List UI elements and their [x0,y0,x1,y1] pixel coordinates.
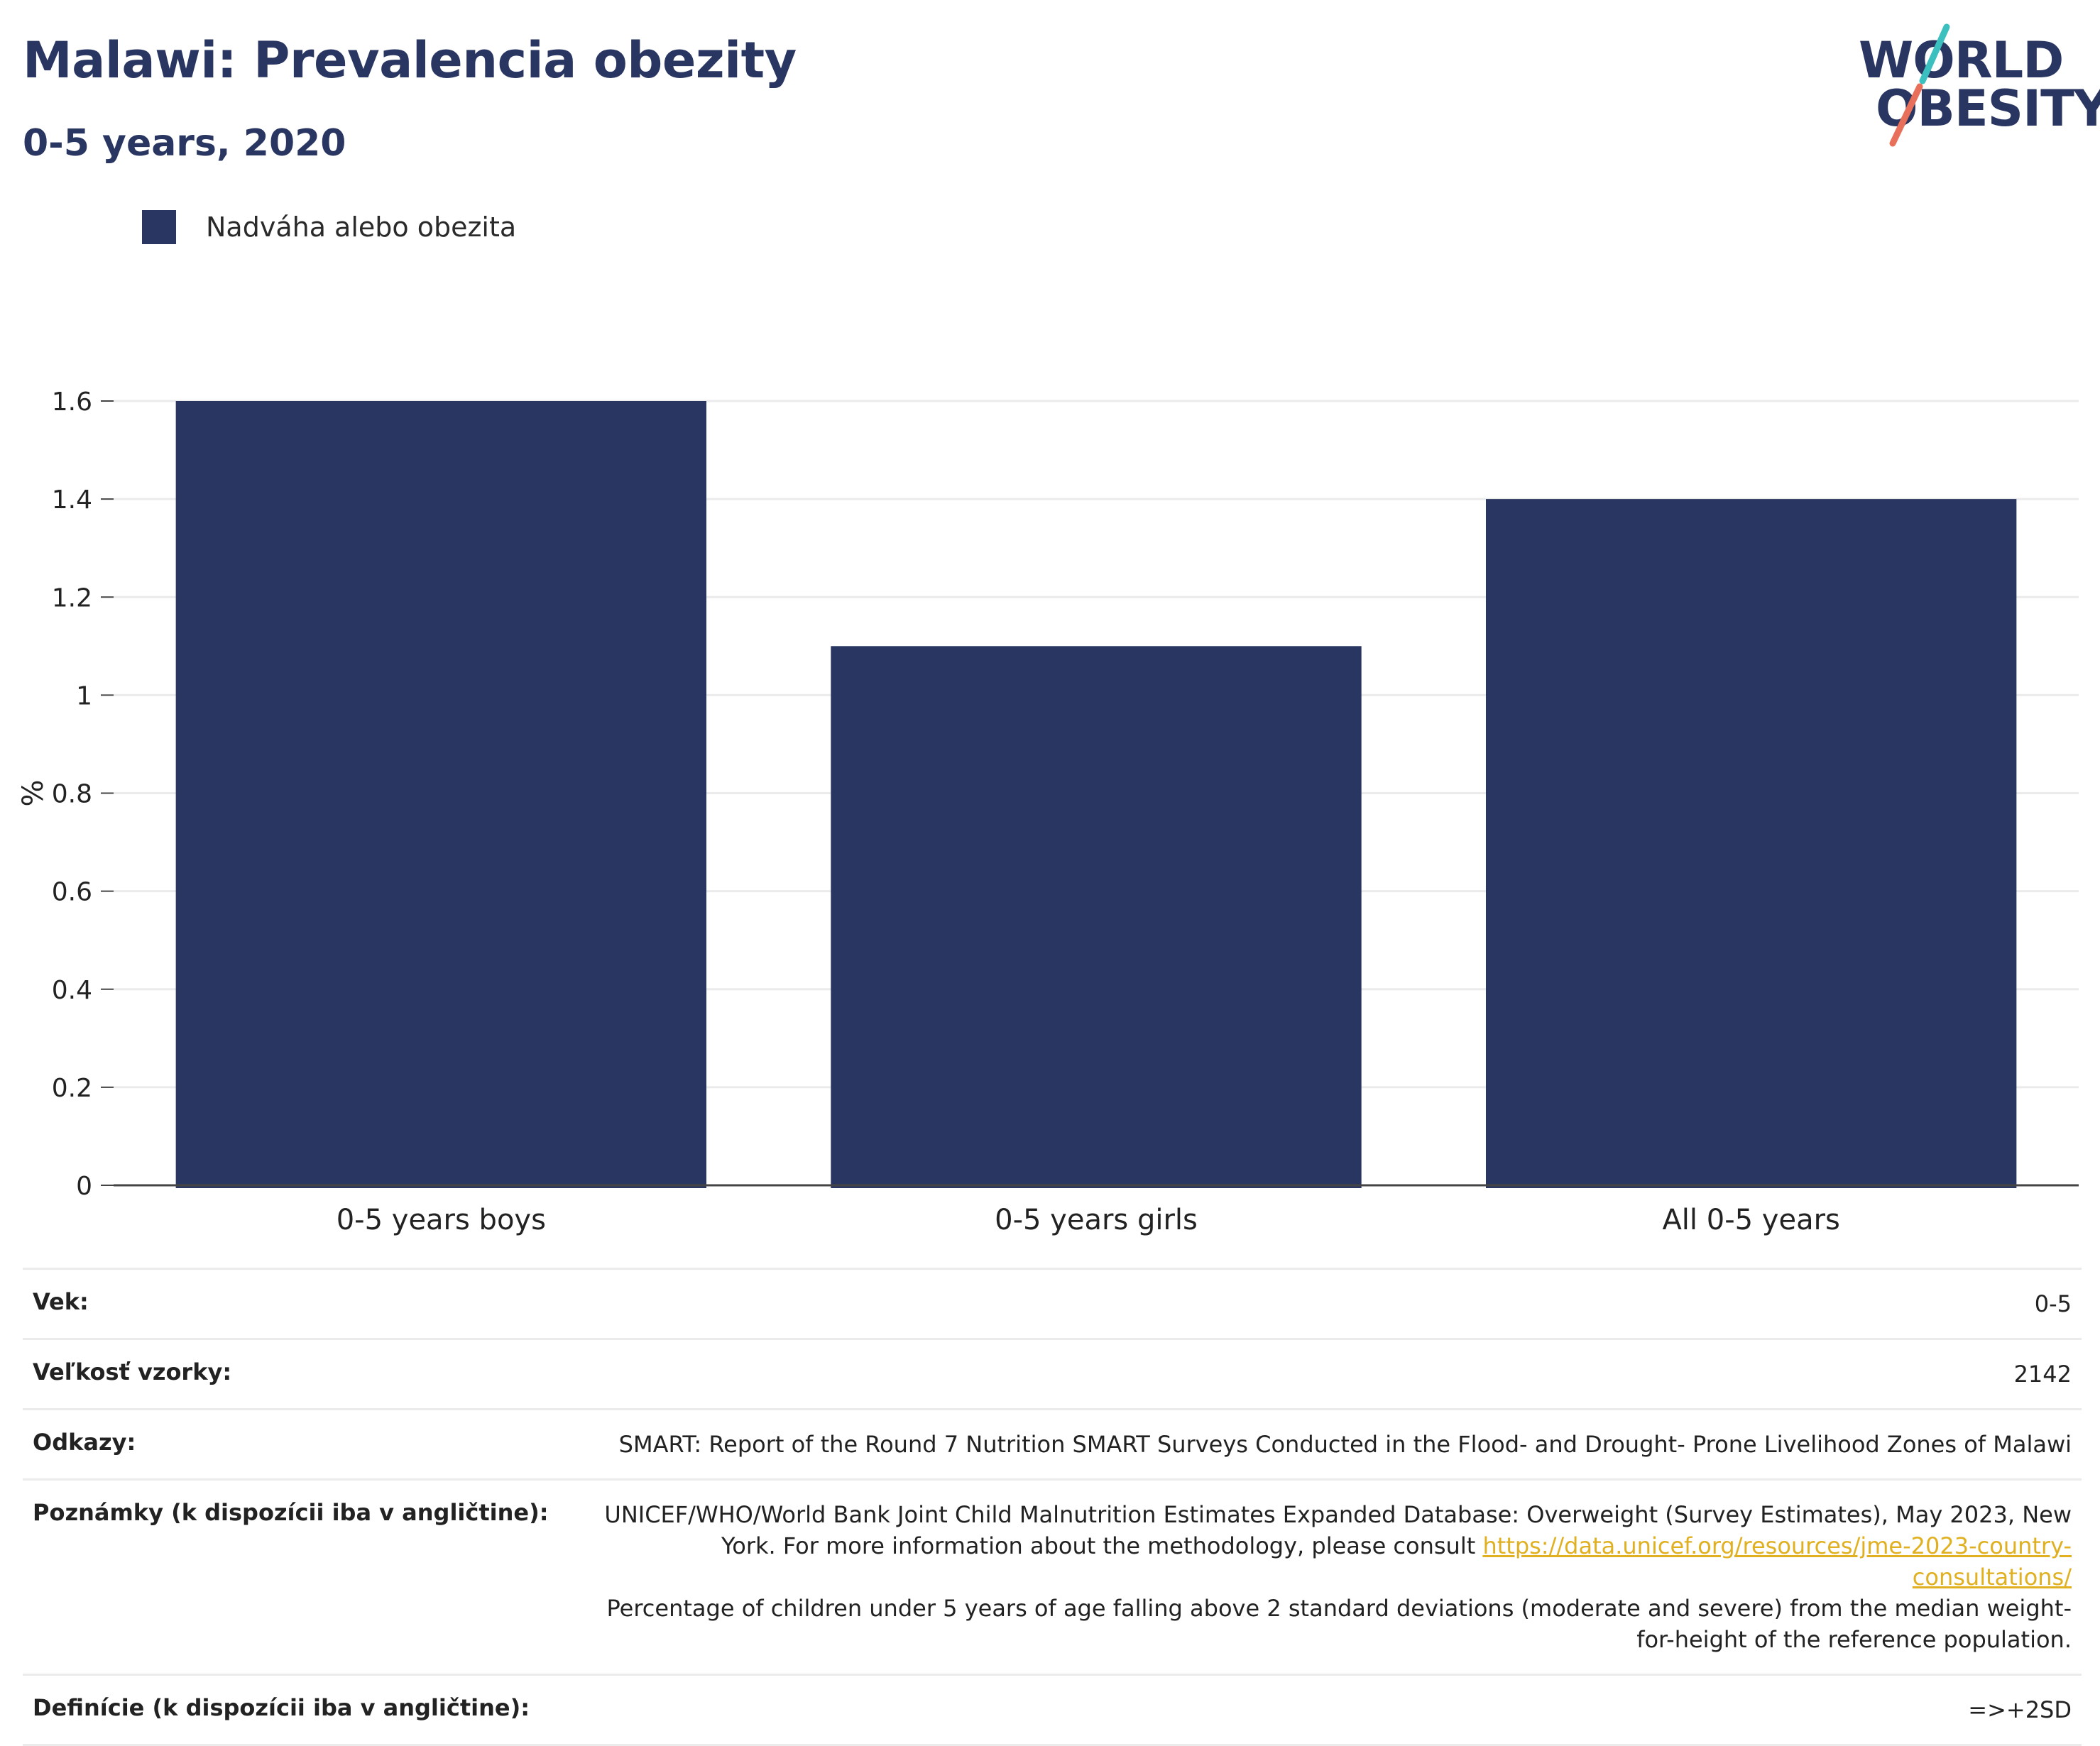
info-value: UNICEF/WHO/World Bank Joint Child Malnut… [572,1499,2072,1655]
y-tick-label: 1.6 [52,388,92,417]
y-axis-label: % [17,779,50,806]
world-obesity-logo: WORLD OBESITY [1846,21,2100,149]
info-key: Vek: [33,1288,89,1315]
page-subtitle: 0-5 years, 2020 [23,122,346,165]
y-tick-label: 1.2 [52,583,92,613]
legend-label: Nadváha alebo obezita [206,212,517,243]
y-tick-label: 0.8 [52,780,92,809]
x-tick-label: 0-5 years girls [995,1204,1198,1236]
info-row-references: Odkazy: SMART: Report of the Round 7 Nut… [23,1408,2082,1478]
bar-chart: 00.20.40.60.811.21.41.6 0-5 years boys 0-… [17,388,2079,1236]
bar [831,646,1362,1188]
x-tick-label: All 0-5 years [1662,1204,1839,1236]
info-row-definitions: Definície (k dispozícii iba v angličtine… [23,1674,2082,1746]
info-value: 0-5 [2034,1290,2072,1317]
y-tick-label: 0 [76,1172,92,1201]
info-value: =>+2SD [1968,1696,2072,1723]
info-key: Odkazy: [33,1429,136,1456]
notes-text: UNICEF/WHO/World Bank Joint Child Malnut… [604,1501,2072,1559]
info-value: SMART: Report of the Round 7 Nutrition S… [618,1431,2072,1458]
y-tick-label: 0.2 [52,1074,92,1103]
x-axis-ticks: 0-5 years boys 0-5 years girls All 0-5 yea… [337,1204,1840,1236]
info-key: Veľkosť vzorky: [33,1358,232,1385]
info-row-sample-size: Veľkosť vzorky: 2142 [23,1338,2082,1408]
info-key: Definície (k dispozícii iba v angličtine… [33,1694,530,1721]
info-row-notes: Poznámky (k dispozícii iba v angličtine)… [23,1478,2082,1674]
x-tick-label: 0-5 years boys [337,1204,546,1236]
info-key: Poznámky (k dispozícii iba v angličtine)… [33,1499,549,1526]
page-title: Malawi: Prevalencia obezity [23,31,797,89]
notes-definition-text: Percentage of children under 5 years of … [606,1595,2072,1653]
y-tick-label: 1 [76,681,92,710]
logo-line-1: WORLD [1859,31,2064,89]
info-table: Vek: 0-5 Veľkosť vzorky: 2142 Odkazy: SM… [23,1268,2082,1746]
y-tick-label: 0.6 [52,878,92,907]
legend-swatch [142,210,176,244]
logo-slash-icon [1889,23,1950,147]
bar [175,401,707,1188]
y-tick-label: 1.4 [52,485,92,515]
y-tick-label: 0.4 [52,976,92,1005]
info-value: 2142 [2013,1361,2072,1388]
bar [1485,499,2017,1188]
methodology-link[interactable]: https://data.unicef.org/resources/jme-20… [1482,1532,2072,1591]
info-row-age: Vek: 0-5 [23,1268,2082,1338]
logo-line-2: OBESITY [1876,79,2100,138]
chart-legend: Nadváha alebo obezita [142,210,516,244]
chart-bars [175,401,2017,1188]
y-axis-ticks: 0 0.2 0.4 0.6 0.8 1 1.2 1.4 1.6 [52,388,114,1201]
